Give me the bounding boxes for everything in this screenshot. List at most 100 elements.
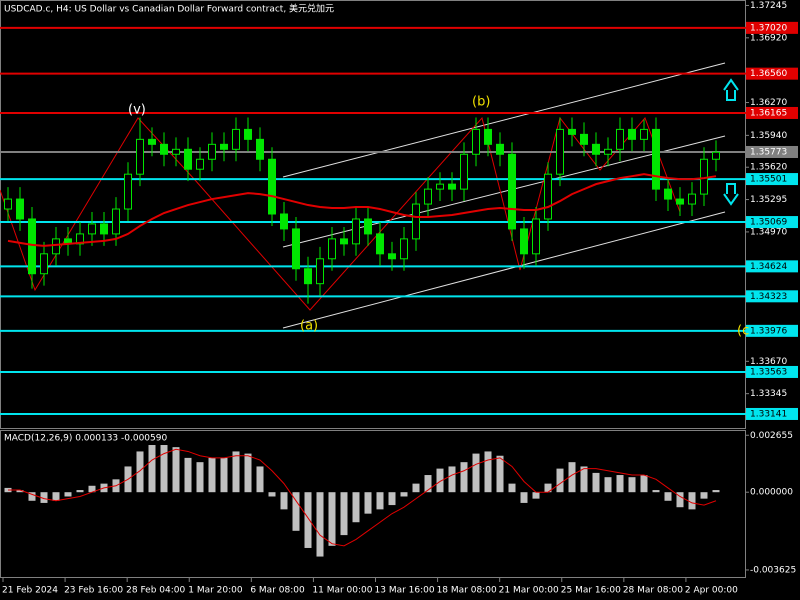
wave-lines — [0, 116, 681, 311]
macd-bar — [220, 457, 228, 493]
y-tick-label: -0.003625 — [750, 565, 796, 575]
y-tick-label: 1.33345 — [750, 389, 787, 399]
macd-bar — [196, 462, 204, 493]
y-tick-label: 1.34970 — [750, 227, 787, 237]
candle-body — [304, 268, 312, 285]
candle-body — [136, 138, 144, 175]
candle-body — [88, 223, 96, 235]
macd-bar — [460, 462, 468, 493]
macd-bar — [340, 492, 348, 536]
candle-body — [388, 253, 396, 260]
x-tick-label: 11 Mar 00:00 — [312, 586, 372, 596]
macd-bar — [628, 477, 636, 493]
candle-body — [340, 238, 348, 245]
level-label: 1.35069 — [750, 218, 787, 228]
wave-label: (b) — [472, 95, 490, 110]
macd-bar — [496, 455, 504, 493]
candle-body — [700, 158, 708, 195]
level-label: 1.33563 — [750, 367, 787, 377]
candle-body — [664, 188, 672, 200]
candle-body — [544, 173, 552, 220]
candle-body — [196, 158, 204, 170]
level-tag — [746, 407, 798, 420]
candle-body — [520, 228, 528, 255]
macd-bar — [64, 492, 72, 497]
level-label: 1.34323 — [750, 292, 787, 302]
y-tick-label: 1.37245 — [750, 1, 787, 11]
candle-body — [244, 128, 252, 140]
macd-bar — [136, 451, 144, 493]
macd-bar — [676, 492, 684, 508]
candle-body — [460, 153, 468, 190]
candle-body — [640, 128, 648, 140]
macd-bar — [232, 451, 240, 493]
frame — [0, 0, 746, 578]
level-tag — [746, 324, 798, 337]
x-tick-label: 1 Mar 20:00 — [188, 586, 243, 596]
y-tick-label: 1.35620 — [750, 163, 787, 173]
candle-body — [28, 218, 36, 275]
x-tick-label: 18 Mar 08:00 — [437, 586, 497, 596]
candle-body — [220, 143, 228, 150]
candle-body — [580, 133, 588, 145]
macd-bar — [16, 490, 24, 493]
candle-body — [568, 128, 576, 135]
macd-bar — [580, 466, 588, 493]
y-tick-label: 1.35940 — [750, 131, 787, 141]
candle-body — [52, 238, 60, 255]
macd-bar — [604, 477, 612, 493]
macd-bar — [412, 483, 420, 493]
x-tick-label: 25 Mar 16:00 — [561, 586, 621, 596]
macd-bar — [640, 475, 648, 493]
candle-body — [676, 198, 684, 205]
candle-body — [172, 148, 180, 155]
candle-body — [496, 143, 504, 155]
candle-body — [256, 138, 264, 160]
candle-body — [232, 128, 240, 150]
x-tick-label: 28 Mar 08:00 — [623, 586, 683, 596]
y-tick-label: 1.35295 — [750, 195, 787, 205]
macd-bar — [76, 490, 84, 493]
candle-body — [16, 198, 24, 220]
level-tag — [746, 260, 798, 273]
macd-bar — [544, 483, 552, 493]
macd-bar — [616, 475, 624, 493]
macd-bar — [472, 453, 480, 493]
level-tag — [746, 145, 798, 158]
candle-body — [148, 138, 156, 145]
macd-bar — [160, 445, 168, 493]
candle-body — [508, 153, 516, 230]
y-tick-label: 0.000000 — [750, 488, 793, 498]
level-label: 1.37020 — [750, 23, 787, 33]
macd-bar — [40, 492, 48, 503]
candle-body — [40, 253, 48, 275]
price-panel-frame — [0, 0, 746, 429]
candle-body — [412, 203, 420, 240]
candle-body — [448, 183, 456, 190]
macd-bar — [448, 466, 456, 493]
y-tick-label: 0.002655 — [750, 431, 793, 441]
candle-body — [208, 143, 216, 160]
macd-bar — [568, 462, 576, 493]
channel-lines — [282, 62, 726, 329]
macd-panel-frame — [0, 430, 746, 578]
candle-body — [328, 238, 336, 260]
macd-bar — [424, 475, 432, 493]
macd-bar — [52, 492, 60, 501]
candle-body — [4, 198, 12, 210]
level-label: 1.36560 — [750, 69, 787, 79]
macd-bar — [256, 466, 264, 493]
level-label: 1.35501 — [750, 175, 787, 185]
candle-body — [592, 143, 600, 155]
macd-bar — [208, 457, 216, 493]
macd-bar — [436, 468, 444, 493]
macd-bar — [268, 492, 276, 497]
x-tick-label: 23 Feb 16:00 — [64, 586, 123, 596]
macd-bar — [148, 445, 156, 493]
candle-body — [424, 188, 432, 205]
x-tick-label: 2 Apr 00:00 — [685, 586, 738, 596]
up-arrow — [723, 78, 739, 101]
macd-bar — [316, 492, 324, 557]
x-tick-label: 28 Feb 04:00 — [126, 586, 185, 596]
x-tick-label: 21 Feb 2024 — [2, 586, 58, 596]
